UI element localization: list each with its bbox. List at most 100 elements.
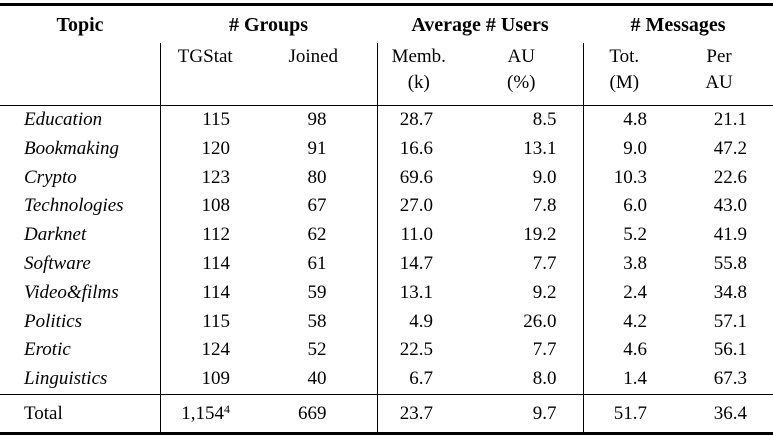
per-au-cell: 57.1 [713,310,748,332]
per-au-cell: 21.1 [713,109,748,130]
group-header-row: Topic # Groups Average # Users # Message… [0,5,773,44]
table-body: Education 115 98 28.7 8.5 4.8 21.1 Bookm… [0,105,773,395]
topic-cell: Video&films [24,281,119,303]
per-au-cell: 43.0 [713,195,748,217]
table-row: Darknet 112 62 11.0 19.2 5.2 41.9 [0,221,773,250]
au-pct-cell: 7.7 [532,339,557,361]
subheader-empty [0,43,160,106]
column-group-groups: # Groups [228,13,309,36]
subheader-tgstat: TGStat [159,43,250,106]
tot-m-cell: 3.8 [582,249,666,279]
memb-k-cell: 13.1 [376,278,461,308]
memb-k-cell: 4.9 [376,307,461,337]
table-row: Education 115 98 28.7 8.5 4.8 21.1 [0,105,773,135]
tot-m-cell: 4.6 [582,336,666,366]
joined-cell: 58 [307,310,327,332]
au-pct-cell: 8.0 [532,368,557,390]
tot-m-cell: 4.8 [582,105,666,135]
total-joined-cell: 669 [250,393,378,434]
table-row: Video&films 114 59 13.1 9.2 2.4 34.8 [0,278,773,308]
table-row: Linguistics 109 40 6.7 8.0 1.4 67.3 [0,365,773,395]
memb-k-cell: 28.7 [376,105,461,135]
per-au-cell: 56.1 [713,339,748,361]
topic-cell: Linguistics [24,368,108,390]
au-pct-cell: 26.0 [523,310,557,332]
table-row: Bookmaking 120 91 16.6 13.1 9.0 47.2 [0,134,773,164]
tot-m-cell: 9.0 [582,134,666,164]
tgstat-cell: 124 [159,336,250,366]
table-row: Crypto 123 80 69.6 9.0 10.3 22.6 [0,163,773,193]
table-row: Politics 115 58 4.9 26.0 4.2 57.1 [0,307,773,337]
au-pct-cell: 13.1 [523,137,557,159]
memb-k-cell: 27.0 [376,192,461,222]
subheader-au-pct: AU (%) [460,43,584,106]
tgstat-cell: 115 [159,105,250,135]
tgstat-cell: 108 [159,192,250,222]
memb-k-cell: 11.0 [376,221,461,250]
tot-m-cell: 5.2 [582,221,666,250]
tgstat-cell: 114 [159,278,250,308]
topic-stats-table: Topic # Groups Average # Users # Message… [0,3,773,435]
per-au-cell: 67.3 [713,368,748,390]
au-pct-cell: 7.7 [532,252,557,274]
column-group-avg-users: Average # Users [411,13,549,36]
joined-cell: 61 [307,252,327,274]
total-row: Total 1,1544 669 23.7 9.7 51.7 36.4 [0,393,773,434]
memb-k-cell: 22.5 [376,336,461,366]
total-tgstat-value: 1,154 [181,402,224,424]
topic-cell: Crypto [24,166,77,188]
per-au-cell: 55.8 [713,252,748,274]
memb-k-cell: 16.6 [376,134,461,164]
table-row: Erotic 124 52 22.5 7.7 4.6 56.1 [0,336,773,366]
per-au-cell: 34.8 [713,281,748,303]
subheader-joined: Joined [250,43,378,106]
joined-cell: 59 [307,281,327,303]
memb-k-cell: 6.7 [376,365,461,395]
subheader-memb-k: Memb. (k) [376,43,461,106]
tot-m-cell: 1.4 [582,365,666,395]
total-tgstat-cell: 1,1544 [159,393,250,434]
topic-cell: Education [24,109,103,130]
per-au-cell: 47.2 [713,137,748,159]
sub-header-row: TGStat Joined Memb. (k) AU (%) Tot. [0,43,773,106]
per-au-cell: 41.9 [713,224,748,246]
tgstat-cell: 112 [159,221,250,250]
au-pct-cell: 9.2 [532,281,557,303]
au-pct-cell: 7.8 [532,195,557,217]
joined-cell: 62 [307,224,327,246]
topic-cell: Bookmaking [24,137,119,159]
total-au-pct-cell: 9.7 [460,393,584,434]
subheader-per-au: Per AU [665,43,773,106]
tot-m-cell: 4.2 [582,307,666,337]
tot-m-cell: 10.3 [582,163,666,193]
total-per-au-cell: 36.4 [665,393,773,434]
joined-cell: 40 [307,368,327,390]
joined-cell: 98 [307,109,327,130]
topic-cell: Erotic [24,339,71,361]
topic-cell: Technologies [24,195,124,217]
table-row: Software 114 61 14.7 7.7 3.8 55.8 [0,249,773,279]
au-pct-cell: 8.5 [532,109,557,130]
topic-cell: Politics [24,310,83,332]
total-label: Total [0,393,160,434]
tgstat-cell: 123 [159,163,250,193]
joined-cell: 52 [307,339,327,361]
tgstat-cell: 114 [159,249,250,279]
joined-cell: 80 [307,166,327,188]
memb-k-cell: 14.7 [376,249,461,279]
column-group-messages: # Messages [630,13,726,36]
subheader-tot-m: Tot. (M) [582,43,666,106]
tot-m-cell: 6.0 [582,192,666,222]
au-pct-cell: 9.0 [532,166,557,188]
total-memb-k-cell: 23.7 [376,393,461,434]
au-pct-cell: 19.2 [523,224,557,246]
tgstat-cell: 120 [159,134,250,164]
memb-k-cell: 69.6 [376,163,461,193]
topic-cell: Darknet [24,224,87,246]
joined-cell: 91 [307,137,327,159]
per-au-cell: 22.6 [713,166,748,188]
tgstat-cell: 109 [159,365,250,395]
column-group-topic: Topic [56,13,104,36]
joined-cell: 67 [307,195,327,217]
